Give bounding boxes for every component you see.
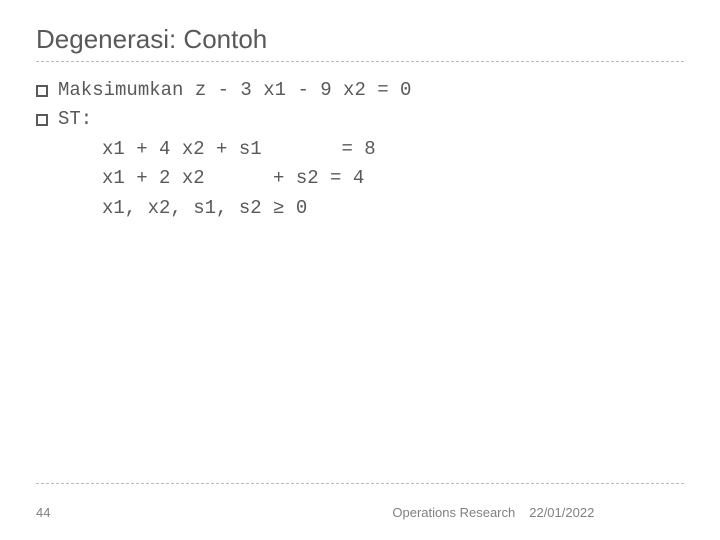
constraint-3: x1, x2, s1, s2 ≥ 0 <box>102 194 684 223</box>
footer-date: 22/01/2022 <box>529 505 594 520</box>
title-divider <box>36 61 684 62</box>
slide: Degenerasi: Contoh Maksimumkan z - 3 x1 … <box>0 0 720 540</box>
square-bullet-icon <box>36 85 48 97</box>
footer-center: Operations Research 22/01/2022 <box>392 505 594 520</box>
square-bullet-icon <box>36 114 48 126</box>
page-number: 44 <box>36 505 50 520</box>
footer-divider <box>36 483 684 484</box>
content-block: Maksimumkan z - 3 x1 - 9 x2 = 0 ST: x1 +… <box>36 76 684 223</box>
objective-text: Maksimumkan z - 3 x1 - 9 x2 = 0 <box>58 76 411 105</box>
footer-title: Operations Research <box>392 505 515 520</box>
slide-title: Degenerasi: Contoh <box>36 24 684 55</box>
bullet-line-1: Maksimumkan z - 3 x1 - 9 x2 = 0 <box>36 76 684 105</box>
footer: 44 Operations Research 22/01/2022 <box>36 505 684 520</box>
bullet-line-2: ST: <box>36 105 684 134</box>
st-label: ST: <box>58 105 92 134</box>
constraint-1: x1 + 4 x2 + s1 = 8 <box>102 135 684 164</box>
constraint-2: x1 + 2 x2 + s2 = 4 <box>102 164 684 193</box>
